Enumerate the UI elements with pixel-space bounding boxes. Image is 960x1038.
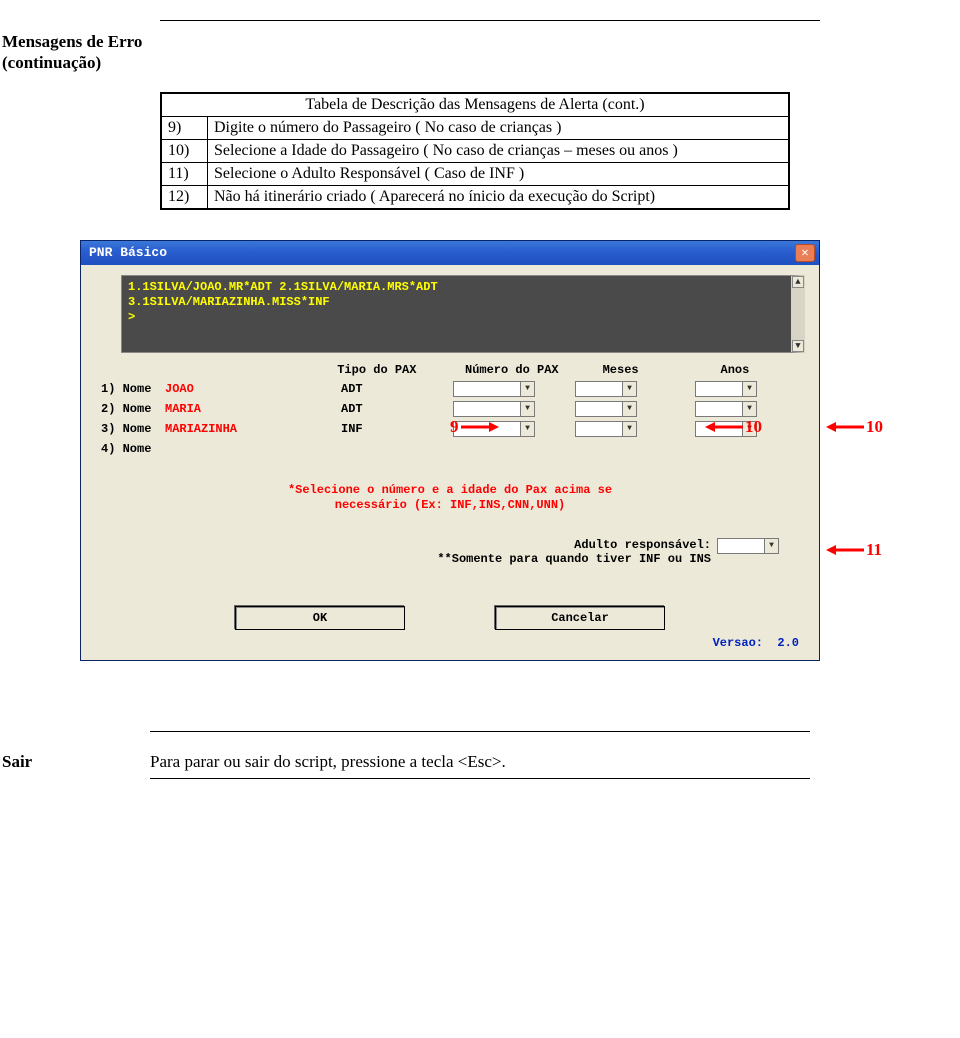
chevron-down-icon[interactable]: ▼ <box>743 381 757 397</box>
anos-input[interactable] <box>695 401 743 417</box>
ok-button[interactable]: OK <box>235 606 405 630</box>
pax-type: INF <box>341 422 411 436</box>
meses-input[interactable] <box>575 381 623 397</box>
row-num: 12) <box>162 185 208 208</box>
pax-row: 1) Nome JOAO ADT ▼ ▼ ▼ <box>101 379 809 399</box>
row-num: 10) <box>162 139 208 162</box>
window-body: 1.1SILVA/JOAO.MR*ADT 2.1SILVA/MARIA.MRS*… <box>81 265 819 660</box>
numero-input[interactable] <box>453 381 521 397</box>
row-text: Não há itinerário criado ( Aparecerá no … <box>208 185 789 208</box>
terminal: 1.1SILVA/JOAO.MR*ADT 2.1SILVA/MARIA.MRS*… <box>121 275 805 353</box>
anos-input[interactable] <box>695 381 743 397</box>
cancel-button[interactable]: Cancelar <box>495 606 665 630</box>
chevron-down-icon[interactable]: ▼ <box>623 381 637 397</box>
hint-line1: *Selecione o número e a idade do Pax aci… <box>121 483 779 499</box>
footer-text: Para parar ou sair do script, pressione … <box>150 752 506 772</box>
heading-line2: (continuação) <box>2 52 920 73</box>
version-text: Versao: <box>713 636 763 650</box>
callout-label: 11 <box>866 540 882 560</box>
pax-name: JOAO <box>165 382 285 396</box>
chevron-down-icon[interactable]: ▼ <box>623 401 637 417</box>
table-row: 12) Não há itinerário criado ( Aparecerá… <box>162 185 789 208</box>
column-headers: Tipo do PAX Número do PAX Meses Anos <box>121 363 809 377</box>
numero-input[interactable] <box>453 401 521 417</box>
callout-11: 11 <box>826 540 882 560</box>
section-heading: Mensagens de Erro (continuação) <box>0 31 920 74</box>
col-anos: Anos <box>721 363 809 377</box>
adult-label: Adulto responsável: <box>437 538 711 552</box>
bottom-rule <box>150 778 810 779</box>
button-row: OK Cancelar <box>91 606 809 630</box>
chevron-down-icon[interactable]: ▼ <box>521 421 535 437</box>
pnr-window: PNR Básico ✕ 1.1SILVA/JOAO.MR*ADT 2.1SIL… <box>80 240 820 661</box>
table-row: 9) Digite o número do Passageiro ( No ca… <box>162 116 789 139</box>
callout-label: 10 <box>866 417 883 437</box>
row-num: 11) <box>162 162 208 185</box>
arrow-left-icon <box>705 420 745 434</box>
chevron-down-icon[interactable]: ▼ <box>743 401 757 417</box>
chevron-down-icon[interactable]: ▼ <box>623 421 637 437</box>
footer-row: Sair Para parar ou sair do script, press… <box>0 752 920 772</box>
row-text: Digite o número do Passageiro ( No caso … <box>208 116 789 139</box>
adult-responsible-block: Adulto responsável: **Somente para quand… <box>121 538 779 566</box>
arrow-right-icon <box>459 420 499 434</box>
top-rule <box>160 20 820 21</box>
hint-line2: necessário (Ex: INF,INS,CNN,UNN) <box>121 498 779 514</box>
footer-label: Sair <box>0 752 150 772</box>
col-meses: Meses <box>603 363 721 377</box>
pax-type: ADT <box>341 402 411 416</box>
pax-label: 4) Nome <box>101 442 165 456</box>
chevron-down-icon[interactable]: ▼ <box>521 401 535 417</box>
arrow-left-icon <box>826 420 866 434</box>
table-row: 10) Selecione a Idade do Passageiro ( No… <box>162 139 789 162</box>
pax-name: MARIAZINHA <box>165 422 285 436</box>
callout-label: 9 <box>450 417 459 437</box>
adult-input[interactable] <box>717 538 765 554</box>
callout-label: 10 <box>745 417 762 437</box>
alert-table-title: Tabela de Descrição das Mensagens de Ale… <box>162 93 789 116</box>
pax-label: 2) Nome <box>101 402 165 416</box>
meses-input[interactable] <box>575 421 623 437</box>
heading-line1: Mensagens de Erro <box>2 31 920 52</box>
alert-table: Tabela de Descrição das Mensagens de Ale… <box>160 92 790 210</box>
pax-label: 3) Nome <box>101 422 165 436</box>
pax-type: ADT <box>341 382 411 396</box>
col-numero: Número do PAX <box>465 363 603 377</box>
pax-label: 1) Nome <box>101 382 165 396</box>
close-icon[interactable]: ✕ <box>795 244 815 262</box>
col-tipo: Tipo do PAX <box>337 363 465 377</box>
version-label: Versao: 2.0 <box>91 636 809 654</box>
callout-10a: 10 <box>705 417 762 437</box>
row-text: Selecione o Adulto Responsável ( Caso de… <box>208 162 789 185</box>
callout-10b: 10 <box>826 417 883 437</box>
row-num: 9) <box>162 116 208 139</box>
screenshot-area: PNR Básico ✕ 1.1SILVA/JOAO.MR*ADT 2.1SIL… <box>80 240 920 661</box>
pax-hint: *Selecione o número e a idade do Pax aci… <box>121 483 779 514</box>
arrow-left-icon <box>826 543 866 557</box>
pax-row: 4) Nome <box>101 439 809 459</box>
table-row: 11) Selecione o Adulto Responsável ( Cas… <box>162 162 789 185</box>
chevron-down-icon[interactable]: ▼ <box>765 538 779 554</box>
mid-rule <box>150 731 810 732</box>
meses-input[interactable] <box>575 401 623 417</box>
titlebar: PNR Básico ✕ <box>81 241 819 265</box>
chevron-down-icon[interactable]: ▼ <box>521 381 535 397</box>
terminal-line: 1.1SILVA/JOAO.MR*ADT 2.1SILVA/MARIA.MRS*… <box>128 280 785 295</box>
scroll-up-icon[interactable]: ▲ <box>792 276 804 288</box>
version-value: 2.0 <box>777 636 799 650</box>
terminal-line: 3.1SILVA/MARIAZINHA.MISS*INF <box>128 295 785 310</box>
adult-note: **Somente para quando tiver INF ou INS <box>437 552 711 566</box>
row-text: Selecione a Idade do Passageiro ( No cas… <box>208 139 789 162</box>
scroll-down-icon[interactable]: ▼ <box>792 340 804 352</box>
window-title: PNR Básico <box>85 245 795 260</box>
pax-name: MARIA <box>165 402 285 416</box>
pax-row: 2) Nome MARIA ADT ▼ ▼ ▼ <box>101 399 809 419</box>
callout-9: 9 <box>450 417 499 437</box>
terminal-prompt: > <box>128 310 785 325</box>
